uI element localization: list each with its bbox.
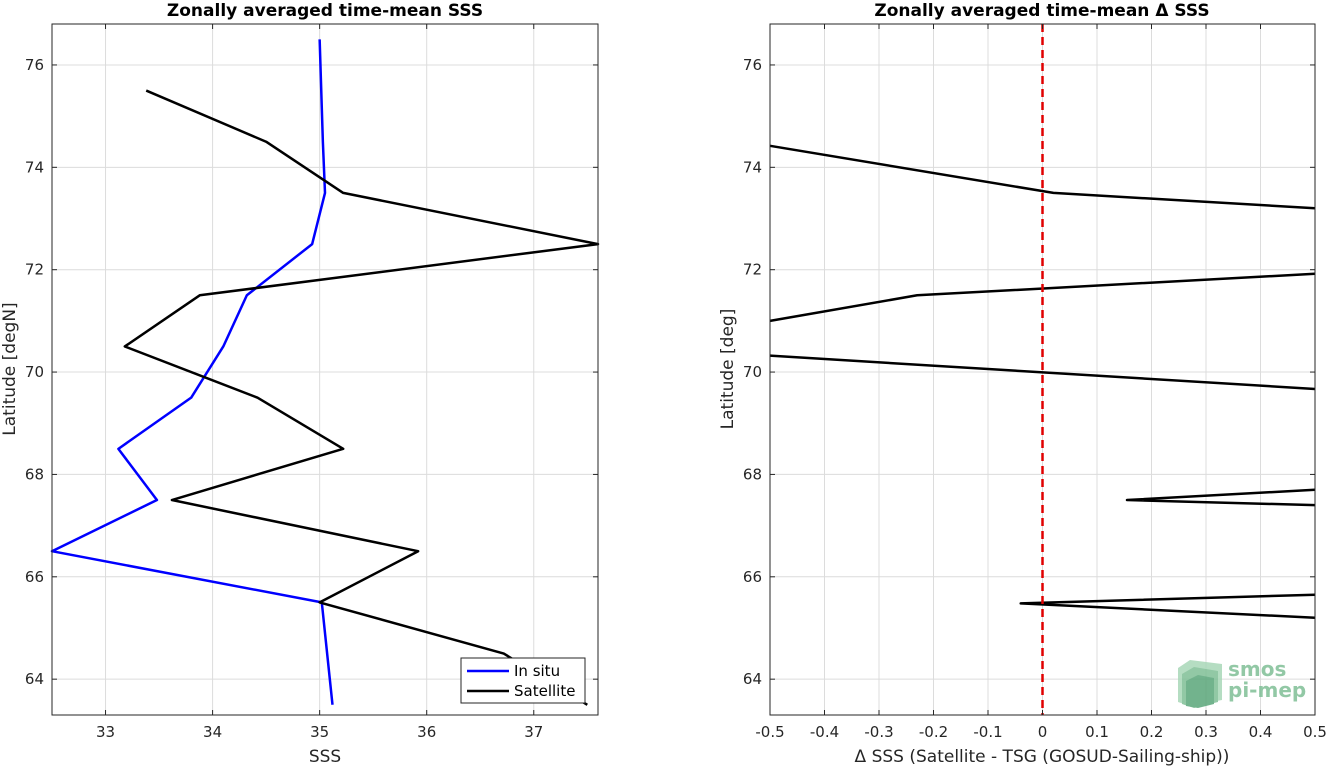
left-panel: 33 34 35 36 37 64 66 68 70 72 74 76 Zonally averag… [0, 1, 600, 766]
right-x-ticks: -0.5 -0.4 -0.3 -0.2 -0.1 0 0.1 0.2 0.3 0.4 0.5 [755, 24, 1327, 741]
y-tick-label: 74 [25, 158, 44, 176]
delta-sss-segment [769, 272, 1316, 323]
y-tick-label: 66 [743, 568, 762, 586]
x-tick-label: 36 [417, 723, 436, 741]
series-line-satellite [123, 89, 600, 706]
legend: In situ Satellite [460, 657, 586, 704]
right-x-axis-label: Δ SSS (Satellite - TSG (GOSUD-Sailing-sh… [855, 747, 1230, 766]
y-tick-label: 76 [25, 56, 44, 74]
left-y-ticks: 64 66 68 70 72 74 76 [25, 56, 598, 688]
right-y-axis-label: Latitude [deg] [718, 309, 738, 430]
y-tick-label: 64 [25, 670, 44, 688]
x-tick-label: -0.2 [919, 723, 948, 741]
right-y-ticks: 64 66 68 70 72 74 76 [743, 56, 1315, 688]
x-tick-label: 33 [96, 723, 115, 741]
logo-text-smos: smos [1228, 657, 1286, 681]
x-tick-label: -0.4 [810, 723, 839, 741]
x-tick-label: 0.1 [1085, 723, 1109, 741]
logo-text-pi-mep: pi-mep [1228, 678, 1306, 702]
left-grid [52, 24, 598, 715]
x-tick-label: 37 [524, 723, 543, 741]
y-tick-label: 74 [743, 158, 762, 176]
left-x-ticks: 33 34 35 36 37 [96, 24, 543, 741]
left-plot-frame [51, 23, 599, 716]
x-tick-label: 0.4 [1249, 723, 1273, 741]
x-tick-label: 34 [203, 723, 222, 741]
y-tick-label: 68 [25, 465, 44, 483]
right-panel: -0.5 -0.4 -0.3 -0.2 -0.1 0 0.1 0.2 0.3 0.4 0.5 646… [718, 1, 1327, 766]
y-tick-label: 72 [743, 261, 762, 279]
x-tick-label: -0.3 [864, 723, 893, 741]
x-tick-label: -0.1 [973, 723, 1002, 741]
x-tick-label: 0.2 [1140, 723, 1164, 741]
delta-sss-segment [1125, 488, 1316, 507]
y-tick-label: 72 [25, 261, 44, 279]
legend-label-satellite: Satellite [514, 682, 575, 700]
y-tick-label: 70 [25, 363, 44, 381]
right-series [769, 144, 1316, 619]
logo-layer-front [1186, 675, 1214, 708]
delta-sss-segment [769, 144, 1316, 210]
x-tick-label: 0 [1038, 723, 1048, 741]
series-line-in-situ [50, 39, 334, 705]
left-y-axis-label: Latitude [degN] [0, 302, 20, 435]
y-tick-label: 66 [25, 568, 44, 586]
x-tick-label: 0.3 [1194, 723, 1218, 741]
right-chart-title: Zonally averaged time-mean Δ SSS [874, 1, 1209, 21]
legend-box [460, 657, 586, 704]
left-x-axis-label: SSS [309, 747, 341, 766]
left-chart-title: Zonally averaged time-mean SSS [167, 1, 483, 21]
x-tick-label: -0.5 [755, 723, 784, 741]
y-tick-label: 68 [743, 465, 762, 483]
delta-sss-segment [769, 354, 1316, 391]
legend-label-in-situ: In situ [514, 662, 560, 680]
y-tick-label: 70 [743, 363, 762, 381]
delta-sss-segment [1019, 593, 1316, 619]
y-tick-label: 64 [743, 670, 762, 688]
left-series [50, 39, 600, 706]
x-tick-label: 0.5 [1303, 723, 1327, 741]
smos-pimep-logo: smos pi-mep [1178, 657, 1306, 708]
x-tick-label: 35 [310, 723, 329, 741]
y-tick-label: 76 [743, 56, 762, 74]
